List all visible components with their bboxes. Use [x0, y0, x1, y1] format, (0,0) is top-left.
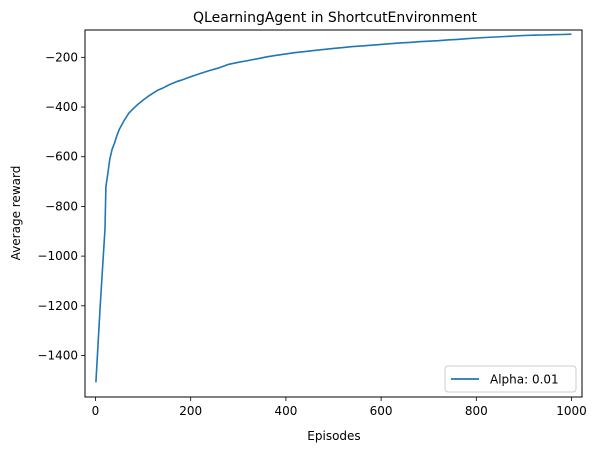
x-tick-label: 200 [179, 404, 202, 418]
y-tick-label: −1000 [37, 249, 78, 263]
x-axis-label: Episodes [307, 429, 360, 443]
plot-background [85, 30, 582, 397]
series-layer [95, 33, 572, 383]
x-tick-label: 400 [274, 404, 297, 418]
plot-area [84, 29, 583, 398]
y-tick-label: −1400 [37, 349, 78, 363]
series-line-0 [95, 33, 572, 383]
y-tick-label: −1200 [37, 299, 78, 313]
y-tick-label: −600 [45, 150, 78, 164]
legend: Alpha: 0.01 [444, 365, 577, 393]
y-axis: −1400 −1200 −1000 −800 −600 −400 −200 [37, 50, 85, 363]
x-tick-label: 600 [370, 404, 393, 418]
legend-box [444, 365, 577, 393]
y-tick-label: −200 [45, 50, 78, 64]
y-tick-label: −400 [45, 100, 78, 114]
legend-label: Alpha: 0.01 [490, 373, 559, 387]
x-tick-label: 1000 [556, 404, 587, 418]
x-axis: 0 200 400 600 800 1000 [92, 397, 587, 418]
y-tick-label: −800 [45, 199, 78, 213]
x-tick-label: 800 [465, 404, 488, 418]
y-axis-label: Average reward [9, 166, 23, 261]
chart-title: QLearningAgent in ShortcutEnvironment [193, 10, 477, 26]
x-tick-label: 0 [92, 404, 100, 418]
plot-frame [84, 29, 583, 398]
